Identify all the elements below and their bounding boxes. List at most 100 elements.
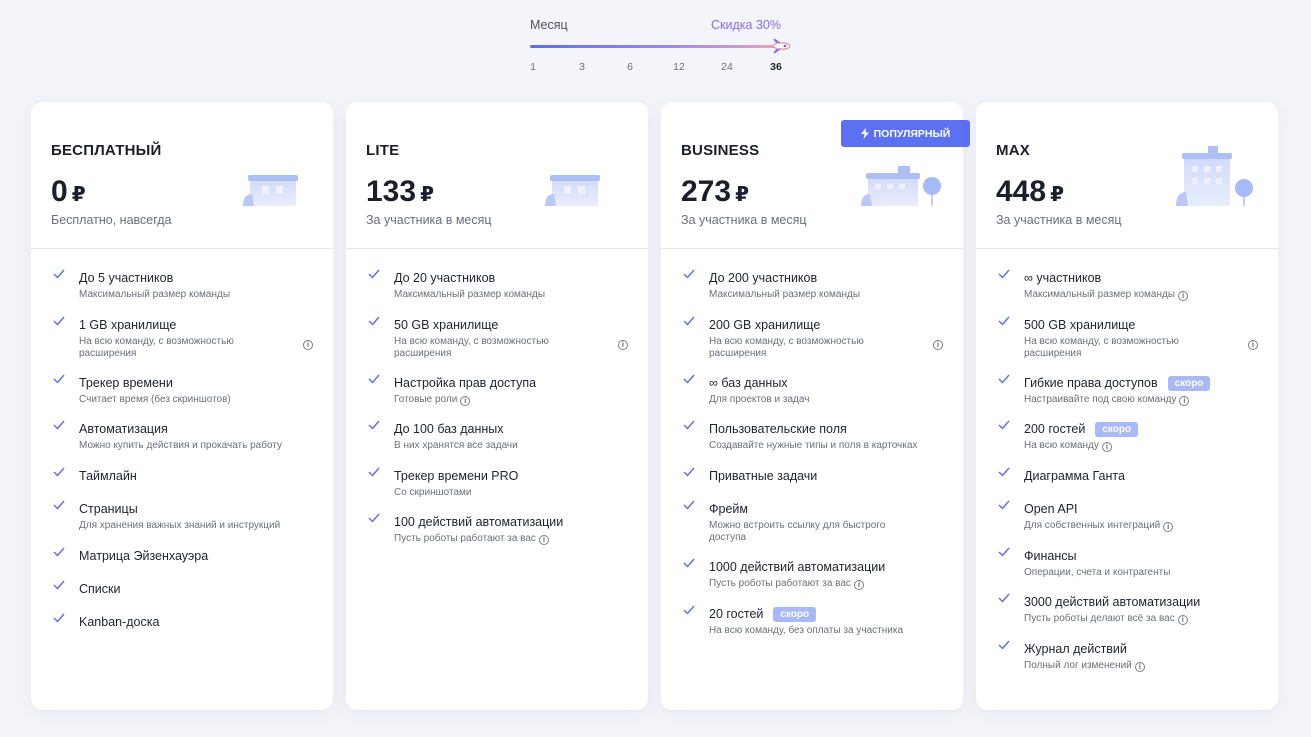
- info-icon[interactable]: i: [1248, 340, 1258, 350]
- check-icon: [998, 547, 1010, 557]
- check-icon: [998, 420, 1010, 430]
- feature-title: 20 гостей скоро: [709, 607, 817, 622]
- plan-name: MAX: [996, 142, 1030, 159]
- small-house-icon: [243, 175, 298, 206]
- check-icon: [683, 500, 695, 510]
- feature-desc: Считает время (без скриншотов): [79, 394, 231, 405]
- feature-title: Пользовательские поля: [709, 422, 847, 436]
- plan-header: LITE 133 ₽ За участника в месяц: [346, 102, 648, 249]
- plan-card-free[interactable]: БЕСПЛАТНЫЙ 0 ₽ Бесплатно, навсегда До 5 у…: [31, 102, 333, 710]
- feature-title: 100 действий автоматизации: [394, 515, 564, 529]
- check-icon: [998, 500, 1010, 510]
- plan-price: 0 ₽: [51, 175, 86, 208]
- feature-title: 1000 действий автоматизации: [709, 560, 886, 574]
- small-house-icon: [545, 175, 600, 206]
- check-icon: [683, 467, 695, 477]
- check-icon: [683, 605, 695, 615]
- check-icon: [53, 500, 65, 510]
- info-icon[interactable]: i: [1179, 396, 1190, 406]
- feature-desc: На всю команду, с возможностью расширени…: [394, 336, 549, 359]
- plan-price-caption: За участника в месяц: [996, 213, 1122, 227]
- rocket-icon[interactable]: [771, 38, 791, 54]
- feature-title: Трекер времени PRO: [394, 469, 519, 483]
- lightning-icon: [860, 128, 869, 139]
- info-icon[interactable]: i: [933, 340, 943, 350]
- info-icon[interactable]: i: [1177, 615, 1188, 625]
- check-icon: [53, 613, 65, 623]
- feature-title: Приватные задачи: [709, 469, 818, 483]
- info-icon[interactable]: i: [1163, 522, 1174, 532]
- feature-title: Open API: [1024, 502, 1078, 516]
- feature-title: Финансы: [1024, 549, 1077, 563]
- plan-price: 273 ₽: [681, 175, 749, 208]
- plan-price: 448 ₽: [996, 175, 1064, 208]
- feature-title: Списки: [79, 582, 121, 596]
- check-icon: [53, 374, 65, 384]
- feature-title: Трекер времени: [79, 376, 173, 390]
- feature-title: Диаграмма Ганта: [1024, 469, 1125, 483]
- feature-title: До 200 участников: [709, 271, 818, 285]
- feature-title: До 20 участников: [394, 271, 496, 285]
- info-icon[interactable]: i: [853, 580, 864, 590]
- plan-price: 133 ₽: [366, 175, 434, 208]
- feature-desc: На всю команду, с возможностью расширени…: [79, 336, 234, 359]
- info-icon[interactable]: i: [1134, 662, 1145, 672]
- check-icon: [998, 640, 1010, 650]
- check-icon: [683, 316, 695, 326]
- plan-card-lite[interactable]: LITE 133 ₽ За участника в месяц До 20 уча…: [346, 102, 648, 710]
- feature-title: Гибкие права доступов скоро: [1024, 376, 1211, 391]
- check-icon: [683, 558, 695, 568]
- plan-card-business[interactable]: ПОПУЛЯРНЫЙ BUSINESS 273 ₽ За участника в …: [661, 102, 970, 710]
- period-tick-selected[interactable]: 36: [770, 61, 782, 73]
- period-track[interactable]: [530, 45, 782, 48]
- info-icon[interactable]: i: [460, 396, 471, 406]
- info-icon[interactable]: i: [538, 535, 549, 545]
- feature-desc: Можно встроить ссылку для быстрого досту…: [709, 520, 886, 543]
- check-icon: [368, 420, 380, 430]
- period-tick[interactable]: 12: [673, 61, 685, 73]
- check-icon: [683, 420, 695, 430]
- feature-desc: Можно купить действия и прокачать работу: [79, 440, 282, 451]
- feature-desc: На всю команду, с возможностью расширени…: [1024, 336, 1179, 359]
- period-tick[interactable]: 6: [627, 61, 633, 73]
- check-icon: [998, 467, 1010, 477]
- feature-desc: Максимальный размер команды i: [1024, 289, 1189, 301]
- check-icon: [368, 374, 380, 384]
- feature-desc: Операции, счета и контрагенты: [1024, 567, 1171, 578]
- plan-price-caption: За участника в месяц: [681, 213, 807, 227]
- info-icon[interactable]: i: [1101, 442, 1112, 452]
- feature-desc: В них хранятся все задачи: [394, 440, 518, 451]
- feature-desc: Для хранения важных знаний и инструкций: [79, 520, 281, 531]
- feature-title: Kanban-доска: [79, 615, 160, 629]
- popular-badge: ПОПУЛЯРНЫЙ: [841, 120, 970, 147]
- feature-title: 1 GB хранилище: [79, 318, 177, 332]
- feature-desc: Полный лог изменений i: [1024, 660, 1145, 672]
- feature-desc: Максимальный размер команды: [79, 289, 231, 300]
- feature-title: До 5 участников: [79, 271, 174, 285]
- check-icon: [998, 269, 1010, 279]
- feature-title: 500 GB хранилище: [1024, 318, 1136, 332]
- soon-badge: скоро: [1095, 422, 1139, 437]
- plan-card-max[interactable]: MAX 448 ₽ За участника в месяц ∞ участник…: [976, 102, 1278, 710]
- feature-desc: На всю команду, без оплаты за участника: [709, 625, 903, 636]
- feature-desc: Для проектов и задач: [709, 394, 810, 405]
- feature-desc: Пусть роботы делают всё за вас i: [1024, 613, 1188, 625]
- feature-title: 50 GB хранилище: [394, 318, 499, 332]
- feature-title: Автоматизация: [79, 422, 168, 436]
- feature-title: Журнал действий: [1024, 642, 1127, 656]
- period-slider[interactable]: Месяц Скидка 30% 1 3 6 12 24 36: [529, 17, 791, 77]
- period-tick[interactable]: 3: [579, 61, 585, 73]
- feature-title: Матрица Эйзенхауэра: [79, 549, 209, 563]
- period-tick[interactable]: 1: [530, 61, 536, 73]
- period-tick[interactable]: 24: [721, 61, 733, 73]
- check-icon: [998, 374, 1010, 384]
- plan-header: MAX 448 ₽ За участника в месяц: [976, 102, 1278, 249]
- info-icon[interactable]: i: [618, 340, 628, 350]
- feature-desc: Создавайте нужные типы и поля в карточка…: [709, 440, 918, 451]
- info-icon[interactable]: i: [1178, 291, 1189, 301]
- info-icon[interactable]: i: [303, 340, 313, 350]
- tall-building-icon: [1176, 146, 1253, 206]
- feature-desc: На всю команду i: [1024, 440, 1112, 452]
- soon-badge: скоро: [1167, 376, 1211, 391]
- feature-title: ∞ баз данных: [709, 376, 788, 390]
